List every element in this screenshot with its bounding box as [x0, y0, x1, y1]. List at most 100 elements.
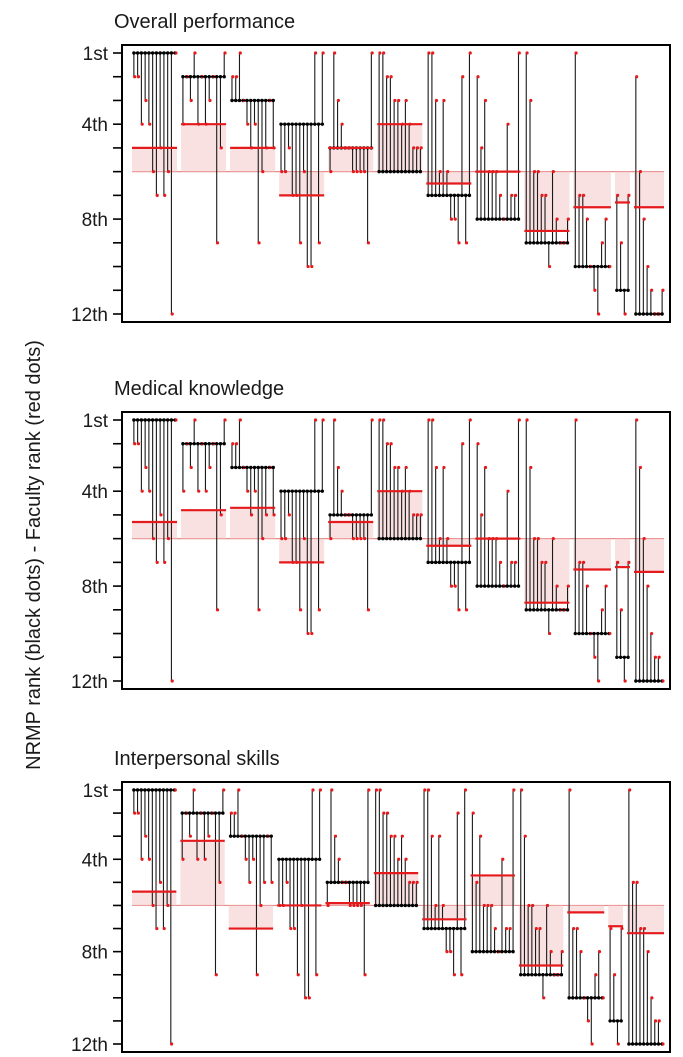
faculty-rank-dot: [144, 834, 148, 838]
faculty-rank-dot: [272, 513, 276, 517]
faculty-rank-dot: [549, 950, 553, 954]
faculty-rank-dot: [340, 489, 344, 493]
faculty-rank-dot: [296, 973, 300, 977]
faculty-rank-dot: [582, 560, 586, 564]
faculty-rank-dot: [619, 608, 623, 612]
y-tick-label: 8th: [82, 210, 108, 231]
deviation-band: [377, 491, 423, 539]
faculty-rank-dot: [204, 489, 208, 493]
faculty-rank-dot: [337, 857, 341, 861]
faculty-rank-dot: [442, 465, 446, 470]
faculty-rank-dot: [166, 537, 171, 541]
faculty-rank-dot: [446, 170, 450, 174]
faculty-rank-dot: [574, 51, 578, 55]
faculty-rank-dot: [170, 679, 174, 683]
faculty-rank-dot: [419, 146, 423, 150]
deviation-band: [470, 875, 515, 906]
deviation-band: [279, 171, 325, 196]
faculty-rank-dot: [263, 880, 267, 884]
faculty-rank-dot: [427, 418, 431, 422]
faculty-rank-dot: [415, 513, 420, 517]
faculty-rank-dot: [321, 51, 325, 55]
faculty-rank-dot: [207, 834, 211, 838]
faculty-rank-dot: [517, 418, 521, 422]
y-tick-label: 1st: [83, 781, 109, 802]
faculty-rank-dot: [574, 418, 578, 422]
faculty-rank-dot: [464, 241, 469, 245]
faculty-rank-dot: [415, 146, 420, 150]
faculty-rank-dot: [490, 903, 494, 908]
faculty-rank-dot: [393, 834, 397, 838]
faculty-rank-dot: [307, 996, 311, 1000]
faculty-rank-dot: [189, 465, 193, 470]
faculty-rank-dot: [306, 631, 310, 636]
faculty-rank-dot: [635, 880, 639, 884]
faculty-rank-dot: [363, 537, 367, 541]
faculty-rank-dot: [475, 880, 479, 884]
faculty-rank-dot: [461, 442, 465, 446]
faculty-rank-dot: [501, 857, 505, 861]
faculty-rank-dot: [181, 857, 185, 861]
rank-group: [325, 788, 371, 977]
faculty-rank-dot: [578, 193, 582, 197]
faculty-rank-dot: [264, 513, 269, 517]
rank-group: [475, 51, 521, 221]
faculty-rank-dot: [431, 51, 435, 55]
faculty-rank-dot: [536, 537, 540, 541]
rank-group: [377, 418, 423, 541]
faculty-rank-dot: [404, 465, 408, 470]
faculty-rank-dot: [336, 98, 340, 103]
faculty-rank-dot: [289, 926, 293, 931]
faculty-rank-dot: [188, 834, 193, 838]
faculty-rank-dot: [547, 631, 552, 636]
faculty-rank-dot: [366, 241, 370, 245]
faculty-rank-dot: [545, 903, 550, 908]
faculty-rank-dot: [504, 926, 509, 931]
faculty-rank-dot: [155, 560, 159, 564]
faculty-rank-dot: [231, 75, 235, 79]
faculty-rank-dot: [412, 513, 416, 517]
deviation-band: [422, 905, 467, 920]
faculty-rank-dot: [389, 834, 393, 838]
y-tick-label: 4th: [82, 115, 108, 136]
y-axis-label: NRMP rank (black dots) - Faculty rank (r…: [23, 340, 45, 770]
faculty-rank-dot: [540, 193, 544, 197]
faculty-rank-dot: [468, 51, 472, 55]
faculty-rank-dot: [642, 926, 647, 931]
deviation-band: [373, 873, 419, 906]
faculty-rank-dot: [193, 51, 197, 55]
faculty-rank-dot: [133, 442, 137, 446]
nrmp-rank-dot: [470, 949, 475, 954]
faculty-rank-dot: [173, 788, 177, 792]
faculty-rank-dot: [483, 98, 488, 103]
deviation-band: [426, 171, 472, 184]
faculty-rank-dot: [608, 264, 612, 269]
faculty-rank-dot: [400, 834, 404, 838]
faculty-rank-dot: [623, 679, 627, 683]
faculty-rank-dot: [257, 608, 261, 612]
faculty-rank-dot: [310, 264, 314, 269]
deviation-band: [426, 538, 472, 546]
faculty-rank-dot: [578, 560, 582, 564]
faculty-rank-dot: [306, 264, 310, 269]
faculty-rank-dot: [193, 418, 197, 422]
faculty-rank-dot: [215, 241, 220, 245]
faculty-rank-dot: [452, 973, 457, 977]
faculty-rank-dot: [457, 241, 461, 245]
faculty-rank-dot: [506, 122, 510, 126]
faculty-rank-dot: [329, 170, 333, 174]
deviation-band: [328, 147, 374, 172]
faculty-rank-dot: [378, 418, 382, 422]
faculty-rank-dot: [616, 193, 620, 197]
faculty-rank-dot: [653, 1019, 658, 1023]
faculty-rank-dot: [434, 98, 439, 103]
faculty-rank-dot: [566, 217, 570, 221]
faculty-rank-dot: [627, 560, 631, 564]
deviation-band: [573, 171, 611, 208]
faculty-rank-dot: [551, 170, 555, 174]
faculty-rank-dot: [302, 537, 306, 541]
faculty-rank-dot: [575, 926, 579, 931]
deviation-band: [325, 903, 370, 906]
faculty-rank-dot: [529, 465, 533, 470]
deviation-band: [180, 840, 225, 906]
